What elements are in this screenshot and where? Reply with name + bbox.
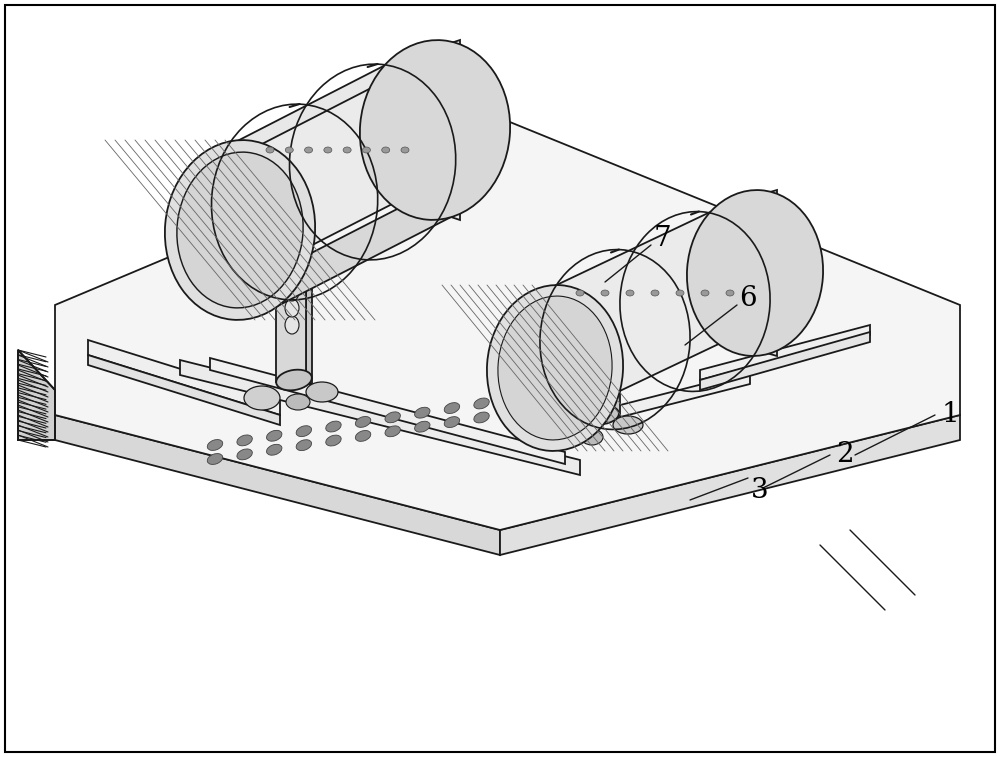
Ellipse shape: [286, 394, 310, 410]
Ellipse shape: [267, 444, 282, 455]
Ellipse shape: [595, 359, 607, 375]
Polygon shape: [306, 270, 312, 385]
Ellipse shape: [237, 449, 252, 459]
Ellipse shape: [276, 260, 312, 280]
Ellipse shape: [701, 290, 709, 296]
Ellipse shape: [559, 420, 591, 442]
Ellipse shape: [244, 386, 280, 410]
Polygon shape: [587, 320, 614, 417]
Polygon shape: [88, 340, 280, 415]
Ellipse shape: [613, 416, 643, 434]
Polygon shape: [525, 190, 777, 436]
Ellipse shape: [563, 398, 578, 409]
Ellipse shape: [324, 147, 332, 153]
Ellipse shape: [415, 421, 430, 432]
Ellipse shape: [498, 296, 612, 440]
Ellipse shape: [503, 407, 519, 419]
Ellipse shape: [285, 283, 299, 301]
Polygon shape: [55, 415, 500, 555]
Ellipse shape: [285, 147, 293, 153]
Polygon shape: [180, 360, 580, 475]
Polygon shape: [55, 118, 960, 530]
Ellipse shape: [267, 430, 282, 441]
Ellipse shape: [385, 412, 400, 422]
Ellipse shape: [592, 379, 608, 391]
Ellipse shape: [587, 406, 619, 424]
Polygon shape: [530, 372, 750, 440]
Ellipse shape: [177, 152, 303, 308]
Polygon shape: [700, 325, 870, 380]
Ellipse shape: [306, 382, 338, 402]
Ellipse shape: [207, 440, 223, 450]
Ellipse shape: [601, 290, 609, 296]
Ellipse shape: [581, 429, 603, 445]
Ellipse shape: [326, 435, 341, 446]
Ellipse shape: [276, 369, 312, 391]
Polygon shape: [500, 415, 960, 555]
Ellipse shape: [382, 147, 390, 153]
Ellipse shape: [444, 403, 460, 413]
Ellipse shape: [626, 290, 634, 296]
Ellipse shape: [285, 299, 299, 317]
Text: 2: 2: [836, 441, 854, 469]
Ellipse shape: [587, 311, 619, 329]
Ellipse shape: [687, 190, 823, 356]
Polygon shape: [205, 40, 460, 300]
Ellipse shape: [576, 290, 584, 296]
Ellipse shape: [487, 285, 623, 451]
Ellipse shape: [474, 398, 489, 409]
Ellipse shape: [592, 394, 608, 404]
Ellipse shape: [326, 421, 341, 432]
Text: 7: 7: [653, 225, 671, 251]
Ellipse shape: [343, 147, 351, 153]
Ellipse shape: [285, 316, 299, 334]
Ellipse shape: [651, 290, 659, 296]
Ellipse shape: [444, 416, 460, 428]
Polygon shape: [700, 332, 870, 390]
Polygon shape: [210, 358, 565, 464]
Polygon shape: [614, 320, 620, 419]
Polygon shape: [210, 45, 455, 155]
Ellipse shape: [362, 147, 370, 153]
Ellipse shape: [563, 385, 578, 395]
Ellipse shape: [401, 147, 409, 153]
Ellipse shape: [355, 431, 371, 441]
Polygon shape: [88, 355, 280, 425]
Ellipse shape: [474, 412, 489, 423]
Ellipse shape: [237, 435, 252, 446]
Ellipse shape: [385, 426, 400, 437]
Ellipse shape: [266, 147, 274, 153]
Ellipse shape: [165, 140, 315, 320]
Ellipse shape: [676, 290, 684, 296]
Text: 1: 1: [941, 401, 959, 428]
Ellipse shape: [360, 40, 510, 220]
Ellipse shape: [296, 425, 312, 437]
Text: 6: 6: [739, 285, 757, 311]
Ellipse shape: [533, 403, 548, 413]
Ellipse shape: [726, 290, 734, 296]
Ellipse shape: [415, 407, 430, 418]
Polygon shape: [18, 350, 55, 440]
Ellipse shape: [305, 147, 313, 153]
Ellipse shape: [355, 416, 371, 428]
Ellipse shape: [595, 344, 607, 360]
Ellipse shape: [533, 389, 548, 400]
Text: 3: 3: [751, 476, 769, 503]
Polygon shape: [276, 270, 306, 382]
Ellipse shape: [207, 453, 223, 465]
Ellipse shape: [296, 440, 312, 450]
Polygon shape: [210, 205, 455, 315]
Ellipse shape: [503, 394, 519, 404]
